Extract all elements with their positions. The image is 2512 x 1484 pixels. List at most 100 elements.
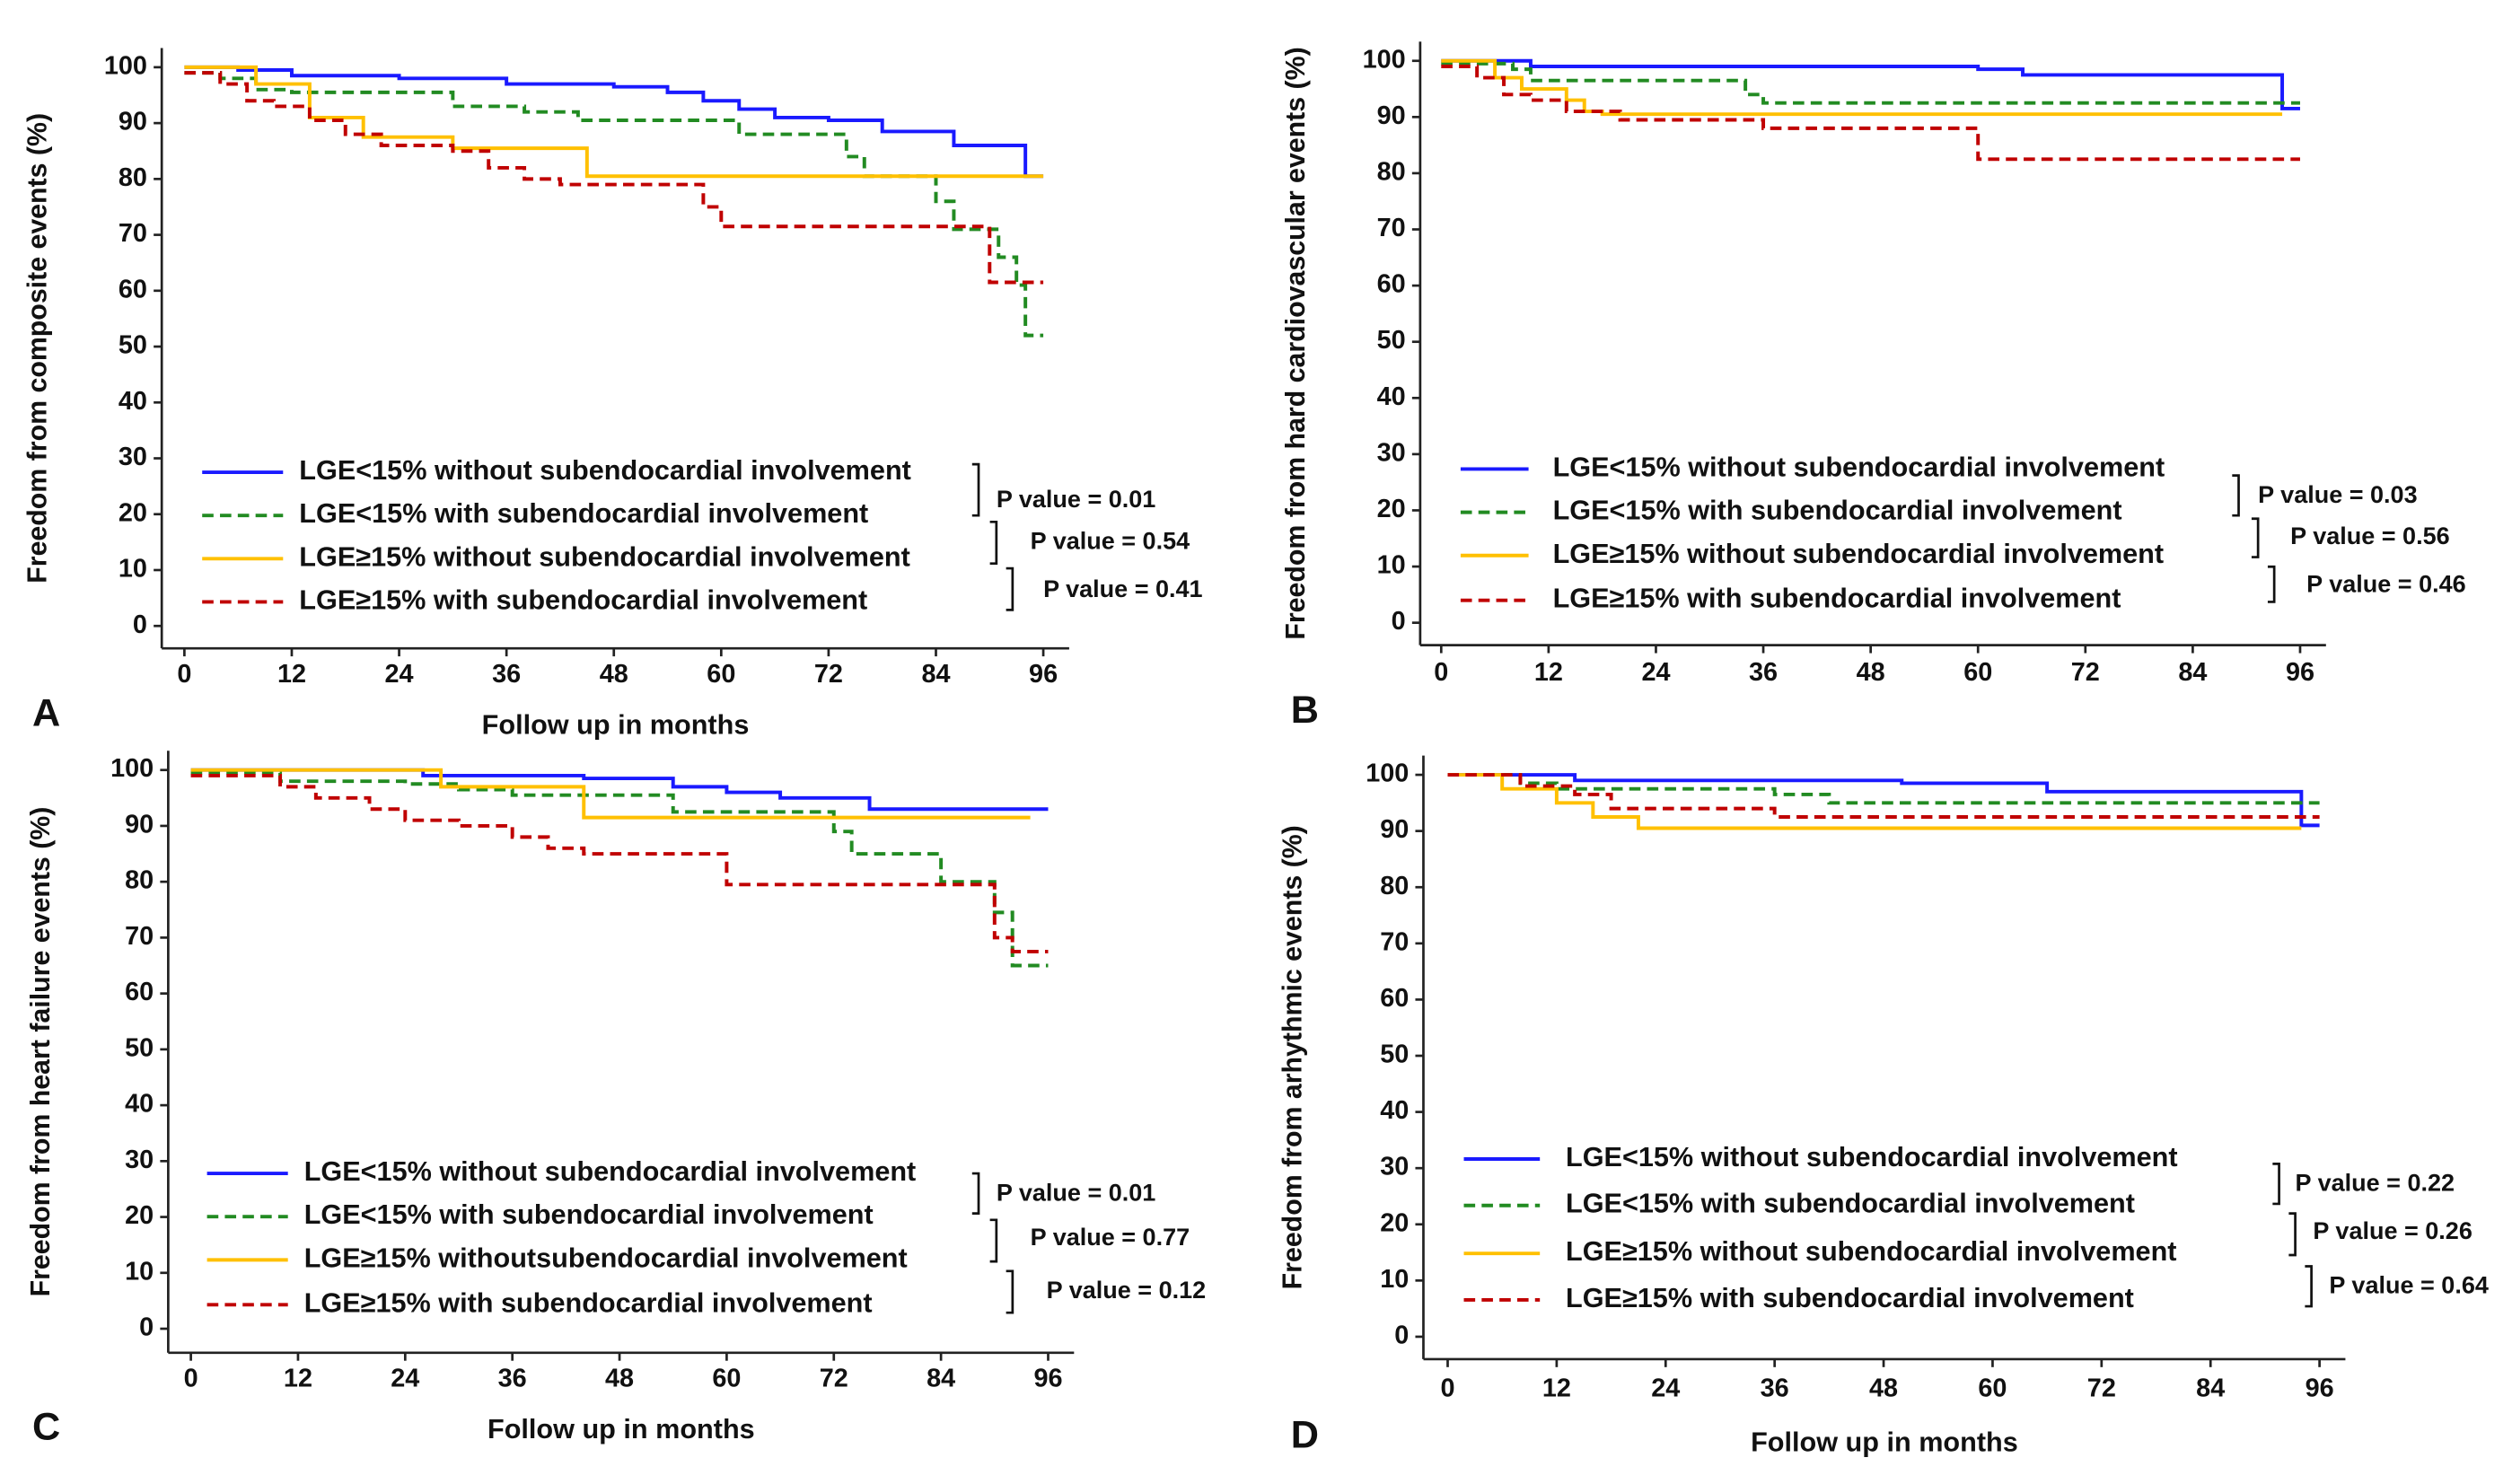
y-tick-label: 80 <box>1377 158 1406 187</box>
y-tick-label: 40 <box>1380 1096 1409 1125</box>
legend-label: LGE≥15% without subendocardial involveme… <box>1553 539 2164 569</box>
x-tick-label: 72 <box>2071 658 2100 687</box>
bracket <box>971 462 980 517</box>
survival-curve <box>1441 58 2300 110</box>
legend-label: LGE≥15% with subendocardial involvement <box>1566 1283 2134 1313</box>
y-tick-label: 50 <box>125 1034 154 1063</box>
panel-letter: A <box>32 692 60 735</box>
legend-label: LGE<15% with subendocardial involvement <box>304 1199 874 1230</box>
y-tick-label: 30 <box>1380 1153 1409 1181</box>
y-tick-label: 80 <box>119 163 147 192</box>
y-tick-label: 10 <box>125 1257 154 1286</box>
legend-label: LGE≥15% without subendocardial involveme… <box>299 541 909 572</box>
y-tick-label: 80 <box>1380 872 1409 900</box>
x-tick-label: 60 <box>1963 658 1992 687</box>
x-axis-label: Follow up in months <box>487 1414 755 1444</box>
y-axis-label: Freedom from heart failure events (%) <box>25 807 56 1297</box>
survival-curve <box>1441 65 2300 162</box>
x-tick-label: 12 <box>1534 658 1563 687</box>
x-tick-label: 84 <box>2178 658 2207 687</box>
x-tick-label: 96 <box>1033 1365 1062 1393</box>
p-value: P value = 0.01 <box>997 1179 1156 1206</box>
legend-label: LGE≥15% with subendocardial involvement <box>1553 584 2121 614</box>
x-tick-label: 60 <box>712 1365 741 1393</box>
x-tick-label: 84 <box>2196 1374 2225 1402</box>
survival-curve <box>190 768 1049 812</box>
y-tick-label: 90 <box>119 108 147 136</box>
legend-label: LGE<15% with subendocardial involvement <box>299 498 868 529</box>
y-tick-label: 70 <box>125 922 154 951</box>
x-tick-label: 84 <box>927 1365 955 1393</box>
y-tick-label: 30 <box>1377 439 1406 468</box>
x-tick-label: 96 <box>2306 1374 2334 1402</box>
survival-curve <box>184 65 1044 179</box>
x-tick-label: 72 <box>820 1365 848 1393</box>
y-tick-label: 70 <box>1380 927 1409 956</box>
x-axis-label: Follow up in months <box>482 710 750 741</box>
x-tick-label: 84 <box>921 660 950 689</box>
x-tick-label: 12 <box>1542 1374 1571 1402</box>
y-tick-label: 70 <box>119 219 147 248</box>
y-tick-label: 100 <box>1363 45 1406 74</box>
bracket <box>1006 566 1014 611</box>
bracket <box>2288 1212 2297 1257</box>
x-tick-label: 0 <box>1440 1374 1454 1402</box>
y-tick-label: 0 <box>1392 607 1406 636</box>
x-tick-label: 60 <box>1978 1374 2007 1402</box>
x-tick-label: 36 <box>492 660 521 689</box>
x-tick-label: 24 <box>391 1365 419 1393</box>
y-tick-label: 10 <box>119 555 147 584</box>
p-value: P value = 0.22 <box>2296 1170 2455 1197</box>
y-tick-label: 90 <box>1380 815 1409 844</box>
x-tick-label: 60 <box>707 660 735 689</box>
x-tick-label: 36 <box>498 1365 527 1393</box>
x-tick-label: 36 <box>1761 1374 1789 1402</box>
y-axis-label: Freedom from hard cardiovascular events … <box>1280 47 1311 639</box>
x-tick-label: 48 <box>1857 658 1885 687</box>
y-tick-label: 40 <box>119 387 147 416</box>
y-axis-label: Freedom from arhythmic events (%) <box>1277 825 1307 1289</box>
legend-label: LGE<15% with subendocardial involvement <box>1566 1189 2135 1219</box>
bracket <box>2267 565 2276 603</box>
y-tick-label: 20 <box>119 498 147 527</box>
y-tick-label: 50 <box>119 331 147 360</box>
p-value: P value = 0.56 <box>2290 522 2449 549</box>
y-tick-label: 60 <box>1377 270 1406 299</box>
bracket <box>989 520 998 566</box>
survival-curve <box>1447 773 2320 828</box>
legend-label: LGE<15% with subendocardial involvement <box>1553 496 2122 526</box>
y-tick-label: 40 <box>1377 382 1406 411</box>
x-tick-label: 96 <box>2286 658 2314 687</box>
x-tick-label: 48 <box>605 1365 634 1393</box>
bracket <box>2272 1163 2280 1206</box>
survival-curve <box>1441 61 2300 105</box>
y-tick-label: 20 <box>1377 495 1406 523</box>
survival-curve <box>1447 773 2302 830</box>
bracket <box>971 1172 980 1215</box>
x-tick-label: 72 <box>814 660 843 689</box>
legend-label: LGE<15% without subendocardial involveme… <box>1566 1142 2178 1172</box>
p-value: P value = 0.46 <box>2306 571 2465 598</box>
y-tick-label: 10 <box>1377 551 1406 580</box>
y-tick-label: 100 <box>1366 760 1409 788</box>
x-tick-label: 36 <box>1749 658 1778 687</box>
legend-label: LGE≥15% with subendocardial involvement <box>304 1287 873 1318</box>
y-tick-label: 60 <box>1380 984 1409 1013</box>
survival-curve <box>190 768 1031 820</box>
y-tick-label: 30 <box>119 443 147 471</box>
panel-letter: D <box>1291 1414 1319 1457</box>
y-tick-label: 90 <box>125 811 154 839</box>
p-value: P value = 0.01 <box>997 486 1156 513</box>
y-axis-label: Freedom from composite events (%) <box>22 113 52 584</box>
survival-curve <box>184 71 1044 285</box>
y-tick-label: 100 <box>104 52 147 81</box>
p-value: P value = 0.41 <box>1043 575 1203 602</box>
survival-curve <box>184 65 1044 179</box>
y-tick-label: 100 <box>110 754 154 783</box>
p-value: P value = 0.64 <box>2329 1272 2489 1299</box>
x-tick-label: 24 <box>385 660 414 689</box>
x-axis-label: Follow up in months <box>1751 1427 2018 1458</box>
y-tick-label: 80 <box>125 866 154 895</box>
y-tick-label: 60 <box>119 275 147 303</box>
